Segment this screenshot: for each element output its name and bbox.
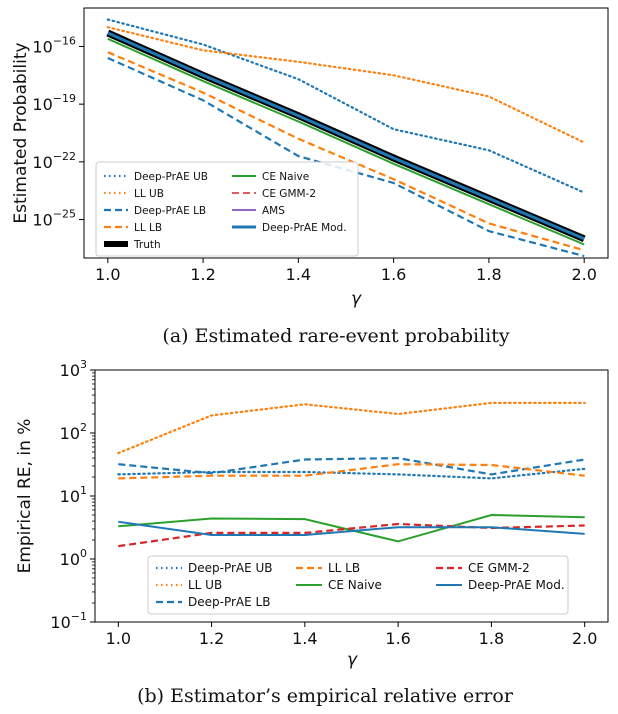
- series-line-ll-ub: [117, 401, 586, 455]
- chart-b-x-ticks: 1.0 1.2 1.4 1.6 1.8 2.0: [106, 622, 597, 648]
- legend-label-ll-ub: LL UB: [134, 188, 164, 200]
- series-line-ll-lb: [118, 463, 585, 480]
- legend-label-deep-prae-ub: Deep-PrAE UB: [188, 561, 273, 575]
- legend-label-deep-prae-lb: Deep-PrAE LB: [188, 595, 270, 609]
- x-tick-label: 1.0: [106, 629, 131, 648]
- series-line-deep-prae-mod: [107, 31, 585, 241]
- chart-a-x-ticks: 1.0 1.2 1.4 1.6 1.8 2.0: [95, 258, 597, 284]
- chart-b-xlabel: γ: [347, 650, 358, 670]
- legend-label-deep-prae-ub: Deep-PrAE UB: [134, 171, 208, 183]
- chart-a-legend-box: [95, 161, 359, 257]
- legend-label-ce-naive: CE Naive: [262, 171, 309, 183]
- chart-b-caption: (b) Estimator’s empirical relative error: [137, 685, 514, 707]
- x-tick-label: 2.0: [572, 629, 597, 648]
- x-tick-label: 1.6: [385, 629, 410, 648]
- chart-b-legend-box: [147, 555, 569, 615]
- x-tick-label: 1.0: [95, 265, 120, 284]
- legend-label-ll-lb: LL LB: [328, 561, 360, 575]
- y-tick-label: 10−19: [32, 92, 76, 114]
- chart-b-series: [117, 401, 586, 548]
- y-tick-label: 10−16: [32, 34, 76, 56]
- y-tick-label: 101: [60, 484, 87, 506]
- x-tick-label: 1.4: [292, 629, 317, 648]
- legend-label-ce-naive: CE Naive: [328, 578, 382, 592]
- chart-b-ylabel: Empirical RE, in %: [15, 419, 35, 574]
- chart-b-y-ticks: 103 102 101 100 10−1: [50, 358, 95, 632]
- legend-label-deep-prae-mod: Deep-PrAE Mod.: [468, 578, 565, 592]
- legend-label-ce-gmm-2: CE GMM-2: [468, 561, 530, 575]
- y-tick-label: 103: [60, 358, 87, 380]
- x-tick-label: 1.8: [479, 629, 504, 648]
- x-tick-label: 1.6: [381, 265, 406, 284]
- legend-label-ce-gmm-2: CE GMM-2: [262, 188, 316, 200]
- legend-label-ams: AMS: [262, 205, 285, 217]
- chart-a-legend: Deep-PrAE UB LL UB Deep-PrAE LB LL LB Truth C…: [95, 161, 359, 257]
- chart-a-plot-frame: [83, 7, 609, 259]
- series-line-deep-prae-lb: [118, 456, 585, 476]
- series-line-ll-ub: [106, 26, 586, 144]
- x-tick-label: 1.2: [190, 265, 215, 284]
- series-line-deep-prae-mod: [118, 520, 585, 536]
- y-tick-label: 10−22: [32, 150, 76, 172]
- x-tick-label: 1.8: [476, 265, 501, 284]
- series-line-ll-lb: [107, 51, 585, 252]
- series-line-ce-naive: [107, 37, 585, 246]
- legend-label-ll-ub: LL UB: [188, 578, 222, 592]
- chart-a-ylabel: Estimated Probability: [11, 42, 31, 223]
- legend-label-truth: Truth: [133, 239, 161, 251]
- chart-a-caption: (a) Estimated rare-event probability: [162, 325, 509, 347]
- y-tick-label: 100: [60, 547, 87, 569]
- x-tick-label: 1.2: [199, 629, 224, 648]
- y-tick-label: 10−1: [50, 610, 87, 632]
- series-line-ce-gmm-2: [118, 522, 585, 548]
- x-tick-label: 1.4: [286, 265, 311, 284]
- chart-a-xlabel: γ: [351, 289, 362, 309]
- legend-label-deep-prae-mod: Deep-PrAE Mod.: [262, 222, 347, 234]
- x-tick-label: 2.0: [571, 265, 596, 284]
- legend-label-ll-lb: LL LB: [134, 222, 162, 234]
- y-tick-label: 102: [60, 421, 87, 443]
- chart-b: 103 102 101 100 10−1 1.0 1.2 1.4 1.6 1.8 2.0 Deep…: [15, 358, 609, 707]
- chart-a-y-ticks: 10−16 10−19 10−22 10−25: [32, 34, 84, 230]
- series-line-deep-prae-ub: [106, 18, 586, 194]
- chart-b-legend: Deep-PrAE UB LL LB CE GMM-2 LL UB CE Naive De…: [147, 555, 569, 615]
- y-tick-label: 10−25: [32, 208, 76, 230]
- legend-label-deep-prae-lb: Deep-PrAE LB: [134, 205, 206, 217]
